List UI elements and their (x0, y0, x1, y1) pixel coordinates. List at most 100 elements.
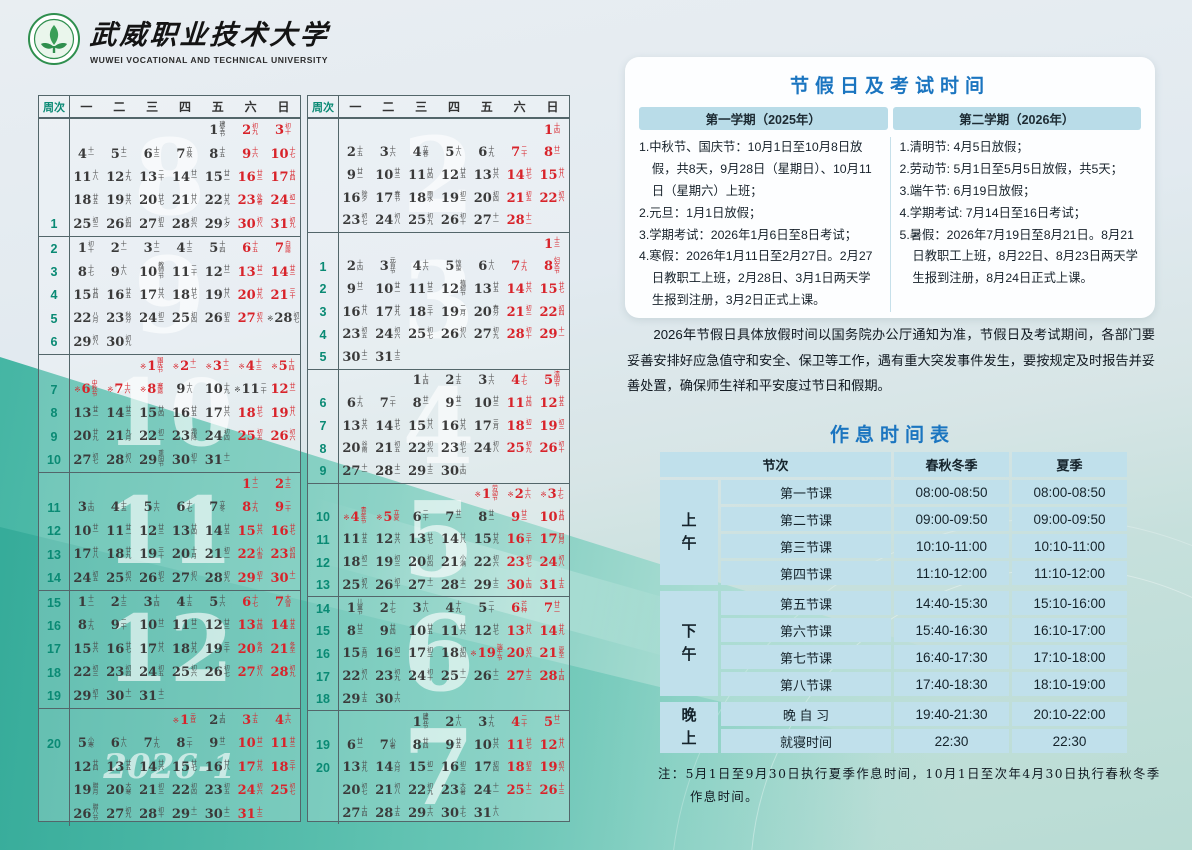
calendar-week-row: 1 建党节 2 十八 3 十九 4 二十 5 廿一 (308, 711, 569, 735)
weekday-header: 五 (211, 100, 224, 114)
day-number: 16 (342, 304, 361, 320)
day-number: 25 (73, 216, 92, 232)
lunar-label: 廿一 (554, 146, 561, 158)
day-number: 9 (274, 500, 284, 516)
lunar-label: 十九 (252, 501, 259, 513)
period-name-cell: 第八节课 (721, 672, 891, 696)
day-number: 23 (342, 213, 361, 229)
lunar-label: 三十 (525, 533, 532, 545)
day-number: 11 (171, 264, 190, 280)
lunar-label: 初六 (427, 442, 434, 454)
calendar-day: 30 十四 (438, 460, 471, 483)
calendar-day (103, 355, 136, 378)
day-number: 1 (242, 477, 252, 493)
lunar-label: 廿三 (289, 737, 296, 749)
calendar-day: 12 廿四 (70, 756, 103, 779)
lunar-label: 十九 (223, 383, 230, 395)
day-number: 9 (110, 618, 120, 634)
lunar-label: 十一 (427, 578, 434, 591)
day-number: 1 (209, 123, 219, 139)
calendar-day: 5 十六 (201, 591, 234, 614)
calendar-week-row: 19 6 廿二 7 小暑 8 廿四 9 廿五 10 廿六 11 廿七 12 廿八 (308, 734, 569, 757)
group-label-char: 上 (681, 512, 697, 529)
calendar-day: 18 廿九 (103, 543, 136, 566)
day-number: 7 (114, 382, 124, 398)
day-number: 17 (73, 547, 92, 563)
day-number: 4 (511, 373, 521, 389)
calendar-day: 13 廿四 (234, 614, 267, 637)
lunar-label: 十二 (394, 464, 401, 477)
day-number: 16 (375, 646, 394, 662)
lunar-label: 初七 (289, 784, 296, 796)
day-number: 30 (342, 349, 361, 365)
lunar-label: 十九 (488, 146, 495, 158)
lunar-label: 十六 (252, 147, 259, 160)
week-number (308, 186, 339, 210)
day-number: 5 (143, 500, 153, 516)
day-number: 3 (77, 500, 87, 516)
calendar-day (405, 233, 438, 256)
calendar-day: 27 初七 (70, 448, 103, 471)
lunar-label: 十九 (455, 602, 462, 614)
day-number: 22 (73, 665, 92, 681)
calendar-day: 26 腊八节 (70, 802, 103, 825)
calendar-day: 7 小暑 (372, 734, 405, 757)
calendar-day: 27 十一 (339, 460, 372, 483)
calendar-week-row: 8 13 廿二 14 廿三 15 廿四 16 廿五 17 廿六 18 廿七 19 廿八 (39, 401, 300, 426)
calendar-day: 16 廿八 (339, 301, 372, 324)
day-number: 10 (73, 523, 92, 539)
calendar-day: 16 除夕 (339, 187, 372, 210)
day-number: 31 (473, 805, 492, 821)
day-number: 15 (73, 641, 92, 657)
day-number: 26 (106, 216, 125, 232)
calendar-day: 18 初二 (503, 415, 536, 438)
lunar-label: 十四 (219, 242, 226, 254)
day-number: 21 (204, 547, 223, 563)
day-number: 11 (440, 623, 459, 639)
calendar-day: 12 廿六 (372, 529, 405, 552)
day-number: 13 (139, 169, 158, 185)
calendar-day: 3 十八 (405, 597, 438, 620)
day-number: 3 (379, 259, 389, 275)
day-number: 8 (77, 618, 87, 634)
day-number: 27 (73, 452, 92, 468)
calendar-day (70, 709, 103, 732)
day-number: 8 (209, 146, 219, 162)
calendar-day: 3 元宵节 (372, 256, 405, 279)
calendar-week-row: 2 十五 3 十六 4 立春 5 十八 6 十九 7 二十 8 廿一 (308, 141, 569, 165)
day-number: 1 (180, 712, 190, 728)
weekday-header: 三 (415, 100, 428, 114)
day-number: 18 (506, 418, 525, 434)
lunar-label: 廿四 (558, 511, 565, 523)
lunar-label: 廿三 (256, 171, 263, 183)
lunar-label: 十一 (87, 147, 94, 160)
day-number: 9 (445, 737, 455, 753)
semester-header-band: 第一学期（2025年） 第二学期（2026年） (639, 107, 1141, 130)
day-number: 5 (77, 736, 87, 752)
day-number: 19 (270, 405, 289, 421)
week-number: 4 (39, 283, 70, 308)
day-number: 5 (209, 595, 219, 610)
day-number: 15 (408, 760, 427, 776)
lunar-label: 初九 (223, 571, 230, 584)
day-number: 4 (77, 146, 87, 162)
calendar-week-row: 18 廿五 19 廿六 20 廿七 21 廿八 22 廿九 23 处暑 24 初二 (39, 189, 300, 213)
day-number: 8 (412, 737, 422, 753)
calendar-day: 10 廿二 (234, 732, 267, 755)
calendar-day: 30 初八 (234, 213, 267, 236)
day-number: 25 (171, 665, 190, 681)
day-number: 4 (412, 259, 422, 275)
calendar-day: 22 初四 (169, 779, 202, 802)
day-number: 15 (539, 281, 558, 297)
calendar-day (339, 119, 372, 142)
lunar-label: 廿七 (125, 642, 132, 655)
day-number: 14 (204, 523, 223, 539)
day-number: 26 (139, 570, 158, 586)
university-name-en: WUWEI VOCATIONAL AND TECHNICAL UNIVERSIT… (90, 55, 329, 65)
calendar-day: 29 十三 (470, 574, 503, 597)
calendar-day: 9 廿二 (339, 164, 372, 187)
day-number: 4 (176, 595, 186, 610)
calendar-day: 9 十八 (103, 260, 136, 283)
month-block: 5 ※ 1 劳动节 ※ 2 十六 ※ 3 十七 10 ※ 4 青年节 ※ 5 立夏 6 二十 7 廿一 8 廿二 9 廿三 10 廿… (308, 478, 569, 601)
